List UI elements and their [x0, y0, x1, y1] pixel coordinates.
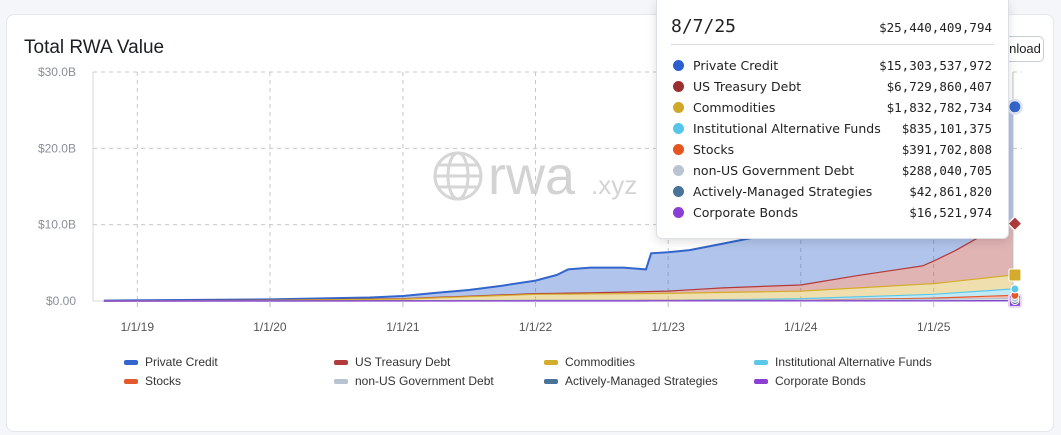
tooltip-row: non-US Government Debt $288,040,705	[671, 162, 994, 183]
tooltip-header: 8/7/25 $25,440,409,794	[671, 14, 994, 45]
legend-item-stocks[interactable]: Stocks	[124, 374, 334, 388]
tooltip-dot	[673, 102, 684, 113]
tooltip-row: Stocks $391,702,808	[671, 141, 994, 162]
legend-item-institutional-alternative-funds[interactable]: Institutional Alternative Funds	[754, 355, 1024, 369]
legend-item-commodities[interactable]: Commodities	[544, 355, 754, 369]
x-tick-label: 1/1/23	[651, 320, 685, 334]
legend-swatch	[334, 378, 348, 384]
legend-label: Corporate Bonds	[775, 374, 866, 388]
globe-icon	[433, 151, 483, 201]
legend-item-private-credit[interactable]: Private Credit	[124, 355, 334, 369]
x-tick-label: 1/1/25	[917, 320, 951, 334]
tooltip-series-name: Institutional Alternative Funds	[693, 121, 881, 136]
legend-label: Actively-Managed Strategies	[565, 374, 718, 388]
tooltip-series-name: Corporate Bonds	[693, 205, 799, 220]
x-tick-label: 1/1/22	[519, 320, 553, 334]
y-tick-label: $10.0B	[38, 218, 76, 232]
tooltip-series-value: $42,861,820	[909, 184, 992, 199]
y-tick-label: $20.0B	[38, 141, 76, 155]
legend-swatch	[754, 359, 768, 365]
tooltip-dot	[673, 207, 684, 218]
legend-swatch	[124, 359, 138, 365]
tooltip-rows: Private Credit $15,303,537,972 US Treasury…	[671, 57, 994, 225]
legend-swatch	[124, 378, 138, 384]
legend-item-non-us-government-debt[interactable]: non-US Government Debt	[334, 374, 544, 388]
tooltip-dot	[673, 186, 684, 197]
watermark: rwa .xyz	[433, 146, 637, 206]
x-tick-label: 1/1/20	[253, 320, 287, 334]
tooltip-series-name: Commodities	[693, 100, 776, 115]
tooltip-row: Commodities $1,832,782,734	[671, 99, 994, 120]
tooltip-series-value: $288,040,705	[901, 163, 992, 178]
tooltip-dot	[673, 81, 684, 92]
tooltip-date: 8/7/25	[671, 16, 737, 37]
y-tick-label: $30.0B	[38, 65, 76, 79]
tooltip-row: US Treasury Debt $6,729,860,407	[671, 78, 994, 99]
y-axis: $0.00 $10.0B $20.0B $30.0B	[38, 65, 76, 308]
hover-marker-commodities	[1008, 268, 1022, 282]
tooltip-series-name: Private Credit	[693, 58, 779, 73]
tooltip-total: $25,440,409,794	[879, 20, 992, 35]
legend-swatch	[544, 359, 558, 365]
legend: Private Credit US Treasury Debt Commoditie…	[124, 355, 1024, 388]
stacked-areas	[103, 106, 1014, 302]
legend-label: Stocks	[145, 374, 182, 388]
tooltip-series-value: $391,702,808	[901, 142, 992, 157]
x-axis: 1/1/19 1/1/20 1/1/21 1/1/22 1/1/23 1/1/24 1/1/…	[121, 301, 951, 334]
legend-item-actively-managed-strategies[interactable]: Actively-Managed Strategies	[544, 374, 754, 388]
tooltip-series-value: $1,832,782,734	[886, 100, 992, 115]
area-commodities	[103, 275, 1013, 301]
hover-marker-us-treasury-debt	[1006, 215, 1024, 232]
tooltip-series-value: $835,101,375	[901, 121, 992, 136]
y-tick-label: $0.00	[46, 294, 76, 308]
hover-marker-institutional-alternative-funds	[1010, 284, 1020, 294]
legend-item-us-treasury-debt[interactable]: US Treasury Debt	[334, 355, 544, 369]
x-tick-label: 1/1/24	[784, 320, 818, 334]
line-commodities	[103, 274, 1013, 302]
tooltip-series-name: non-US Government Debt	[693, 163, 855, 178]
tooltip-series-name: US Treasury Debt	[693, 79, 802, 94]
chart-title: Total RWA Value	[24, 37, 165, 58]
x-tick-label: 1/1/19	[121, 320, 155, 334]
tooltip-row: Actively-Managed Strategies $42,861,820	[671, 183, 994, 204]
legend-swatch	[334, 359, 348, 365]
tooltip-row: Corporate Bonds $16,521,974	[671, 204, 994, 225]
tooltip-dot	[673, 144, 684, 155]
legend-label: non-US Government Debt	[355, 374, 494, 388]
legend-item-corporate-bonds[interactable]: Corporate Bonds	[754, 374, 1024, 388]
legend-label: Commodities	[565, 355, 636, 369]
legend-label: US Treasury Debt	[355, 355, 451, 369]
tooltip-series-value: $16,521,974	[909, 205, 992, 220]
tooltip-row: Institutional Alternative Funds $835,101,…	[671, 120, 994, 141]
hover-marker-private-credit	[1009, 101, 1021, 113]
legend-label: Private Credit	[145, 355, 218, 369]
x-tick-label: 1/1/21	[386, 320, 420, 334]
hover-tooltip: 8/7/25 $25,440,409,794 Private Credit $15…	[656, 0, 1009, 239]
watermark-suffix: .xyz	[591, 170, 637, 200]
area-private-credit	[103, 106, 1013, 301]
tooltip-dot	[673, 165, 684, 176]
tooltip-dot	[673, 123, 684, 134]
watermark-text: rwa	[488, 146, 576, 206]
legend-swatch	[544, 378, 558, 384]
legend-swatch	[754, 378, 768, 384]
tooltip-series-value: $15,303,537,972	[879, 58, 992, 73]
tooltip-series-value: $6,729,860,407	[886, 79, 992, 94]
tooltip-series-name: Actively-Managed Strategies	[693, 184, 873, 199]
tooltip-row: Private Credit $15,303,537,972	[671, 57, 994, 78]
tooltip-series-name: Stocks	[693, 142, 735, 157]
tooltip-dot	[673, 60, 684, 71]
legend-label: Institutional Alternative Funds	[775, 355, 932, 369]
